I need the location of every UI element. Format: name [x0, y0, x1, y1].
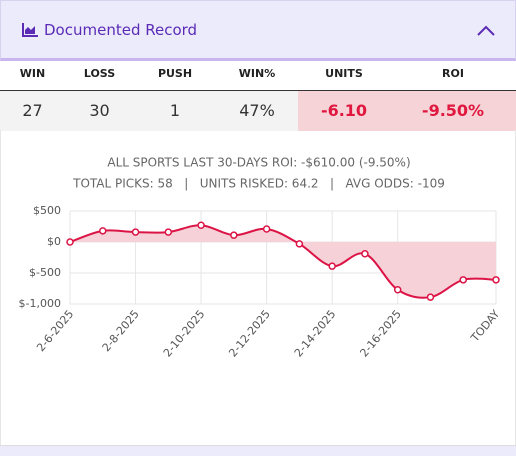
chart-icon: [22, 23, 38, 37]
y-tick-label: $-500: [29, 266, 61, 279]
chart: ALL SPORTS LAST 30-DAYS ROI: -$610.00 (-…: [0, 130, 516, 445]
chart-title: ALL SPORTS LAST 30-DAYS ROI: -$610.00 (-…: [107, 156, 410, 170]
cell: 1: [169, 101, 181, 120]
negative-cells: [298, 91, 516, 131]
point: [197, 221, 205, 230]
x-tick-label: 2-16-2025: [357, 308, 404, 360]
y-tick-label: $500: [33, 204, 61, 217]
point: [99, 227, 107, 235]
record-header[interactable]: Documented Record: [0, 0, 516, 61]
column-header: WIN: [19, 67, 46, 80]
column-header: LOSS: [83, 67, 116, 80]
point: [361, 250, 369, 258]
point: [66, 238, 74, 246]
cell: 47%: [239, 101, 275, 120]
point: [426, 293, 435, 301]
point: [459, 276, 467, 284]
x-tick-label: 2-12-2025: [226, 308, 273, 360]
collapse-chevron[interactable]: [477, 25, 495, 37]
column-header: UNITS: [325, 67, 363, 80]
point: [393, 285, 402, 294]
point: [328, 262, 336, 270]
column-header: WIN%: [238, 67, 276, 80]
point: [230, 231, 238, 239]
cell: 30: [89, 101, 110, 120]
header-title: Documented Record: [44, 21, 198, 39]
chart-subtitle: TOTAL PICKS: 58 | UNITS RISKED: 64.2 | A…: [72, 177, 445, 191]
area: [70, 225, 496, 298]
cell: 27: [22, 101, 43, 120]
point: [492, 276, 500, 284]
x-tick-label: 2-14-2025: [292, 308, 339, 360]
x-tick-label: 2-10-2025: [161, 308, 208, 360]
x-tick-label: 2-6-2025: [34, 308, 76, 355]
column-header: ROI: [442, 67, 464, 80]
cell: -9.50%: [421, 101, 485, 120]
point: [262, 225, 271, 233]
cell: -6.10: [320, 101, 368, 120]
point: [131, 228, 140, 236]
point: [164, 228, 173, 236]
point: [295, 240, 304, 248]
y-tick-label: $-1,000: [19, 297, 61, 310]
x-tick-label: TODAY: [468, 307, 503, 345]
column-header: PUSH: [157, 67, 193, 80]
x-tick-label: 2-8-2025: [100, 308, 142, 355]
footer-bar: [0, 445, 516, 456]
y-tick-label: $0: [47, 235, 61, 248]
